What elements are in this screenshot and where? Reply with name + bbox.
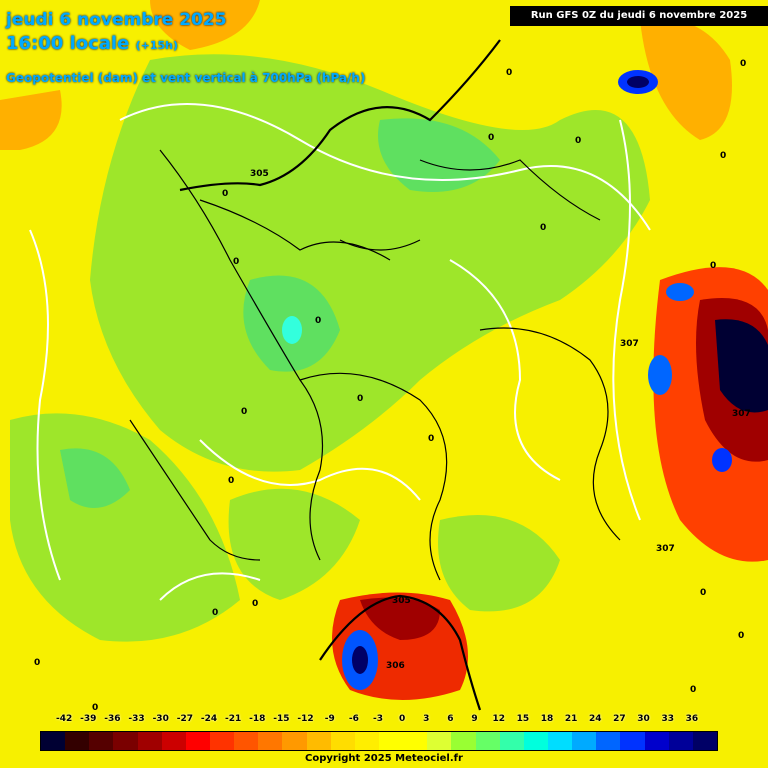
- colorbar-swatch: [547, 732, 573, 750]
- colorbar-swatch: [89, 732, 114, 750]
- colorbar-tick-label: 0: [399, 714, 406, 724]
- colorbar-swatch: [620, 732, 645, 750]
- colorbar-swatch: [137, 732, 162, 750]
- colorbar-tick-label: -18: [249, 714, 266, 724]
- contour-label: 305: [250, 169, 269, 179]
- contour-label: 307: [620, 339, 639, 349]
- colorbar-swatch: [234, 732, 259, 750]
- colorbar-swatch: [427, 732, 452, 750]
- contour-label: 0: [488, 133, 494, 143]
- contours-white: [29, 103, 651, 601]
- colorbar-swatch: [668, 732, 693, 750]
- contour-label: 306: [386, 661, 405, 671]
- field-lightgreen: [60, 118, 500, 508]
- colorbar-tick-label: 12: [492, 714, 505, 724]
- colorbar-tick-label: 21: [564, 714, 578, 724]
- colorbar-tick-label: 24: [589, 714, 602, 724]
- borders: [179, 39, 501, 711]
- colorbar-ticks: -42 -39 -36 -33 -30 -27 -24 -21 -18 -15 -12 -9 -6 -3 0…: [40, 714, 716, 728]
- colorbar-tick-label: 36: [685, 714, 699, 724]
- colorbar-tick-label: 3: [423, 714, 430, 724]
- contour-label: 307: [656, 544, 675, 554]
- colorbar-tick-label: 18: [540, 714, 554, 724]
- colorbar-swatch: [258, 732, 283, 750]
- contour-label: 0: [222, 189, 228, 199]
- contour-label: 305: [392, 596, 411, 606]
- colorbar-swatch: [354, 732, 379, 750]
- colorbar-swatch: [692, 732, 717, 750]
- parameter-title: Geopotentiel (dam) et vent vertical à 70…: [6, 71, 366, 85]
- colorbar-tick-label: -42: [56, 714, 73, 724]
- contour-label: 0: [357, 394, 363, 404]
- colorbar-swatch: [572, 732, 597, 750]
- contour-labels: 305 305 306 307 307 307 0 0 0 0 0 0 0 0 …: [34, 59, 751, 713]
- contour-label: 0: [241, 407, 247, 417]
- colorbar-swatch: [596, 732, 621, 750]
- colorbar-swatch: [499, 732, 524, 750]
- run-info-badge: Run GFS 0Z du jeudi 6 novembre 2025: [510, 6, 768, 26]
- colorbar-tick-label: -21: [225, 714, 242, 724]
- contour-label: 0: [252, 599, 258, 609]
- forecast-time-value: 16:00 locale: [6, 33, 130, 54]
- contour-label: 0: [34, 658, 40, 668]
- colorbar-tick-label: 27: [613, 714, 626, 724]
- colorbar-swatch: [378, 732, 404, 750]
- contour-label: 0: [738, 631, 744, 641]
- contour-label: 307: [732, 409, 751, 419]
- colorbar-swatch: [451, 732, 476, 750]
- colorbar-tick-label: 15: [516, 714, 530, 724]
- colorbar-swatch: [282, 732, 307, 750]
- colorbar-swatch: [306, 732, 331, 750]
- contour-label: 0: [315, 316, 321, 326]
- colorbar-swatch: [523, 732, 548, 750]
- contour-label: 0: [740, 59, 746, 69]
- colorbar-tick-label: -33: [128, 714, 145, 724]
- contour-label: 0: [228, 476, 234, 486]
- colorbar-tick-label: -36: [104, 714, 121, 724]
- forecast-time: 16:00 locale (+15h): [6, 33, 178, 54]
- colorbar-tick-label: -12: [297, 714, 314, 724]
- contour-label: 0: [720, 151, 726, 161]
- colorbar-tick-label: 33: [661, 714, 674, 724]
- contour-label: 0: [710, 261, 716, 271]
- colorbar-tick-label: -15: [273, 714, 290, 724]
- colorbar-swatch: [41, 732, 66, 750]
- colorbar-swatch: [644, 732, 669, 750]
- colorbar-swatch: [475, 732, 500, 750]
- colorbar-tick-label: 30: [637, 714, 650, 724]
- colorbar-tick-label: -6: [348, 714, 359, 724]
- forecast-date: jeudi 6 novembre 2025: [6, 10, 227, 30]
- contour-label: 0: [506, 68, 512, 78]
- coastlines: [129, 149, 621, 581]
- colorbar: [40, 731, 718, 751]
- colorbar-tick-label: -27: [176, 714, 193, 724]
- field-orange: [0, 0, 732, 150]
- colorbar-tick-label: -3: [373, 714, 383, 724]
- colorbar-swatch: [403, 732, 428, 750]
- colorbar-tick-label: 6: [447, 714, 454, 724]
- contour-label: 0: [575, 136, 581, 146]
- colorbar-swatch: [161, 732, 186, 750]
- colorbar-tick-label: -30: [152, 714, 169, 724]
- colorbar-swatch: [65, 732, 90, 750]
- contour-label: 0: [212, 608, 218, 618]
- colorbar-swatch: [185, 732, 210, 750]
- colorbar-tick-label: -39: [80, 714, 97, 724]
- colorbar-tick-label: 9: [471, 714, 478, 724]
- contour-label: 0: [428, 434, 434, 444]
- colorbar-swatch: [330, 732, 355, 750]
- contour-label: 0: [92, 703, 98, 713]
- field-blue: [282, 70, 732, 690]
- contour-label: 0: [700, 588, 706, 598]
- forecast-offset: (+15h): [135, 39, 178, 52]
- colorbar-swatch: [113, 732, 138, 750]
- colorbar-tick-label: -24: [200, 714, 218, 724]
- colorbar-tick-label: -9: [324, 714, 335, 724]
- colorbar-swatch: [209, 732, 235, 750]
- contour-label: 0: [690, 685, 696, 695]
- contour-label: 0: [233, 257, 239, 267]
- contour-label: 0: [540, 223, 546, 233]
- copyright: Copyright 2025 Meteociel.fr: [305, 753, 463, 764]
